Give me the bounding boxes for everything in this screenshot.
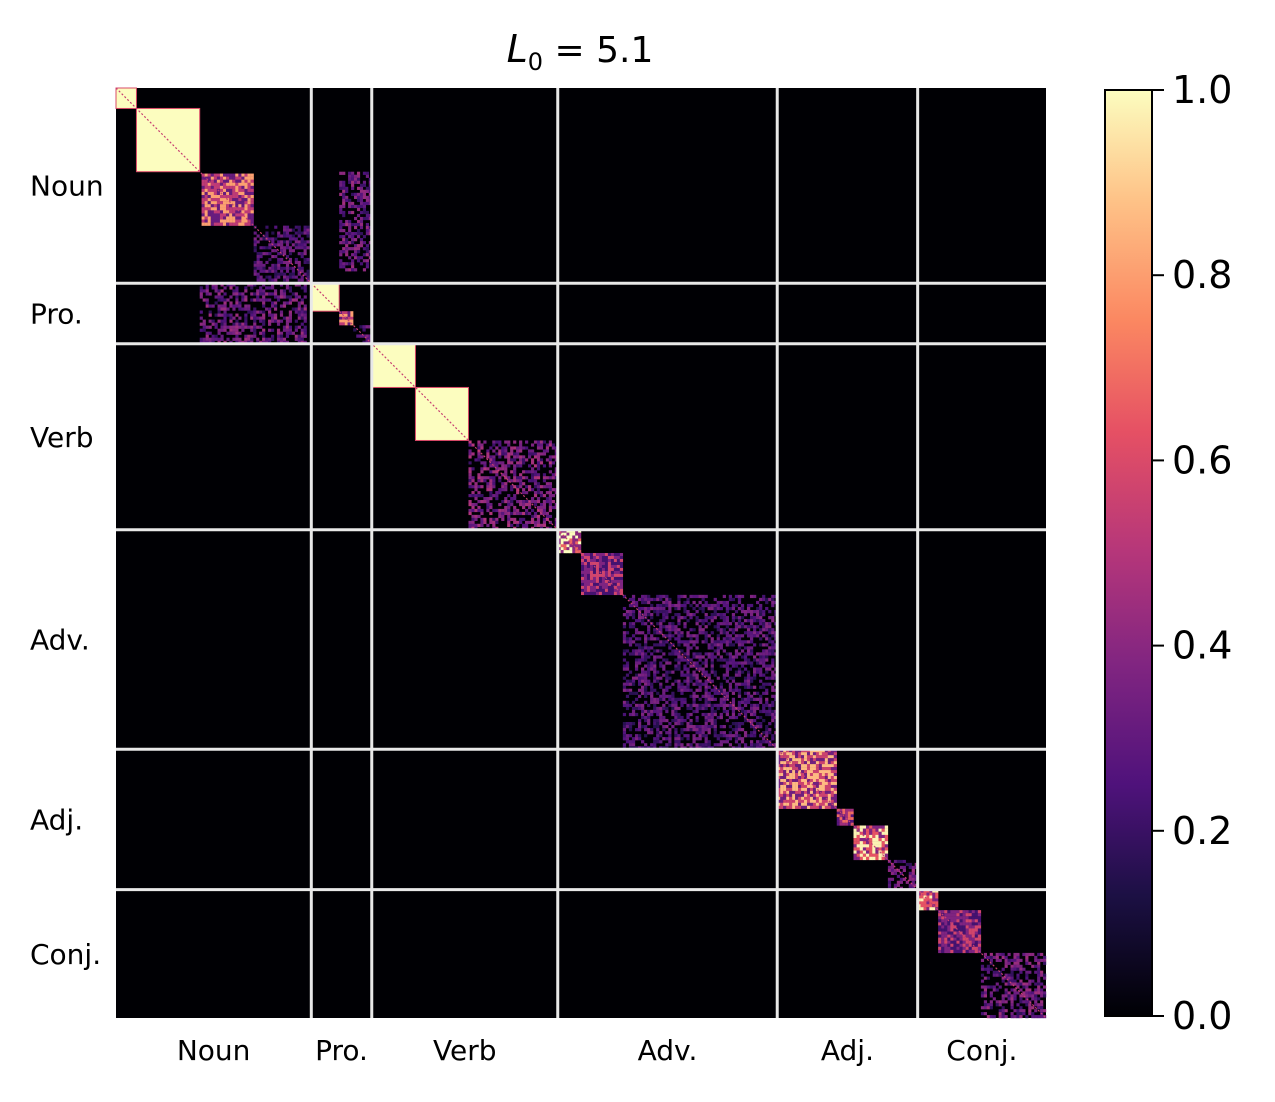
heatmap-block	[253, 225, 310, 282]
heatmap-block	[201, 173, 254, 226]
x-category-label: Pro.	[315, 1034, 368, 1067]
heatmap-block	[853, 825, 889, 861]
heatmap-diagonal	[115, 87, 1047, 1019]
x-category-label: Conj.	[946, 1034, 1017, 1067]
colorbar-tick-label: 0.2	[1172, 809, 1232, 853]
y-category-label: Verb	[30, 421, 94, 454]
colorbar-tick-label: 0.0	[1172, 994, 1232, 1038]
heatmap-offdiagonal	[199, 283, 307, 344]
heatmap-block-outline	[414, 386, 469, 441]
y-category-label: Noun	[30, 170, 104, 203]
y-category-label: Adv.	[30, 623, 90, 656]
chart-title: L0 = 5.1	[507, 27, 654, 76]
heatmap-block	[622, 594, 778, 750]
heatmap-block	[581, 553, 624, 596]
y-category-label: Conj.	[30, 938, 101, 971]
heatmap-block	[980, 952, 1047, 1019]
x-category-label: Adj.	[821, 1034, 874, 1067]
heatmap-block	[836, 808, 854, 826]
x-category-label: Verb	[433, 1034, 497, 1067]
x-category-label: Adv.	[638, 1034, 698, 1067]
heatmap-area: Noun Noun Pro. Pro. Verb Verb Adv. Adv. Adj. Adj.…	[30, 87, 1047, 1067]
title-symbol: L	[507, 27, 528, 71]
y-category-label: Pro.	[30, 298, 83, 331]
heatmap-block	[777, 749, 837, 809]
heatmap-block-outline	[135, 107, 201, 173]
colorbar-bar	[1104, 89, 1153, 1017]
title-value: = 5.1	[543, 30, 653, 71]
title-subscript: 0	[528, 48, 543, 76]
colorbar-tick-label: 0.8	[1172, 253, 1232, 297]
heatmap-block	[557, 529, 582, 554]
colorbar-tick-label: 0.6	[1172, 438, 1232, 482]
colorbar-tick-label: 0.4	[1172, 624, 1232, 668]
colorbar-tick-label: 1.0	[1172, 68, 1232, 112]
x-category-label: Noun	[177, 1034, 251, 1067]
colorbar: 0.0 0.2 0.4 0.6 0.8 1.0	[1104, 68, 1232, 1038]
heatmap-block-outline	[115, 87, 137, 109]
y-category-label: Adj.	[30, 803, 83, 836]
